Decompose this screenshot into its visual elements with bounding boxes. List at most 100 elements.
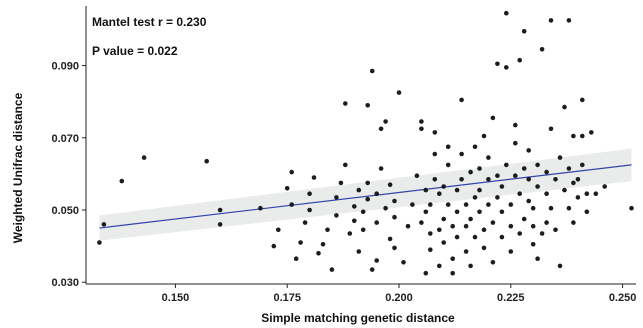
- data-point: [504, 162, 509, 168]
- data-point: [486, 177, 491, 182]
- data-point: [392, 214, 397, 220]
- data-point: [517, 191, 522, 196]
- x-tick-label: 0.225: [497, 292, 525, 304]
- data-point: [298, 240, 303, 245]
- data-point: [521, 166, 527, 171]
- data-point: [428, 231, 433, 236]
- data-point: [535, 184, 540, 189]
- data-point: [258, 205, 263, 211]
- data-point: [526, 177, 531, 182]
- data-point: [450, 270, 456, 276]
- data-point: [428, 202, 433, 207]
- data-point: [307, 207, 312, 213]
- data-point: [392, 198, 397, 204]
- data-point: [499, 184, 505, 189]
- data-point: [553, 177, 558, 182]
- data-point: [437, 263, 442, 269]
- data-point: [405, 223, 411, 229]
- data-point: [530, 223, 536, 229]
- data-point: [557, 263, 563, 269]
- data-point: [316, 251, 321, 256]
- data-point: [513, 140, 518, 146]
- data-point: [392, 245, 397, 251]
- data-point: [463, 202, 469, 207]
- data-point: [454, 187, 460, 193]
- data-point: [374, 258, 380, 263]
- data-point: [575, 177, 581, 182]
- data-point: [517, 57, 522, 63]
- data-point: [271, 243, 277, 249]
- data-point: [589, 130, 594, 135]
- data-point: [387, 236, 393, 242]
- data-point: [477, 187, 482, 193]
- data-point: [463, 249, 469, 254]
- data-point: [477, 209, 482, 215]
- data-point: [419, 126, 424, 132]
- data-point: [320, 242, 326, 247]
- x-tick-label: 0.200: [385, 292, 413, 304]
- data-point: [311, 175, 317, 180]
- data-point: [441, 216, 447, 222]
- data-point: [302, 220, 308, 225]
- data-point: [204, 158, 209, 164]
- data-point: [459, 151, 464, 157]
- data-point: [352, 218, 357, 224]
- data-point: [495, 61, 500, 67]
- data-point: [365, 180, 371, 186]
- data-point: [580, 97, 585, 103]
- data-point: [548, 18, 554, 23]
- data-point: [445, 144, 451, 150]
- data-point: [356, 249, 362, 254]
- data-point: [580, 133, 585, 139]
- data-point: [378, 166, 384, 171]
- data-point: [490, 220, 496, 225]
- data-point: [423, 209, 429, 215]
- data-point: [472, 195, 478, 200]
- data-point: [477, 166, 482, 171]
- data-point: [472, 234, 478, 240]
- data-point: [365, 103, 371, 108]
- data-point: [383, 119, 388, 124]
- data-point: [526, 148, 531, 153]
- annotation-mantel: Mantel test r = 0.230: [92, 15, 207, 29]
- data-point: [293, 256, 299, 262]
- data-point: [544, 169, 549, 175]
- data-point: [468, 169, 473, 175]
- data-point: [437, 191, 442, 196]
- data-point: [101, 222, 107, 227]
- data-point: [463, 223, 469, 229]
- data-point: [410, 202, 415, 207]
- data-point: [521, 216, 527, 222]
- data-point: [504, 10, 509, 16]
- data-points-layer: [97, 10, 634, 276]
- data-point: [472, 144, 478, 150]
- data-point: [508, 249, 514, 254]
- data-point: [276, 227, 281, 233]
- data-point: [343, 101, 348, 106]
- y-tick-label: 0.070: [51, 133, 79, 145]
- data-point: [517, 231, 522, 236]
- data-point: [334, 213, 339, 218]
- data-point: [217, 222, 223, 227]
- data-point: [548, 126, 554, 132]
- confidence-band: [99, 148, 632, 241]
- data-point: [548, 205, 554, 211]
- data-point: [459, 97, 464, 103]
- data-point: [437, 227, 442, 233]
- data-point: [360, 227, 366, 233]
- data-point: [468, 216, 473, 222]
- data-point: [602, 184, 607, 189]
- data-point: [481, 133, 487, 139]
- regression-line: [99, 164, 632, 229]
- data-point: [414, 173, 420, 178]
- data-point: [119, 178, 125, 184]
- data-point: [539, 47, 545, 52]
- data-point: [544, 191, 549, 196]
- data-point: [557, 155, 563, 160]
- data-point: [378, 126, 384, 132]
- data-point: [338, 180, 344, 186]
- data-point: [445, 202, 451, 207]
- axes-layer: [85, 6, 636, 285]
- data-point: [495, 195, 500, 200]
